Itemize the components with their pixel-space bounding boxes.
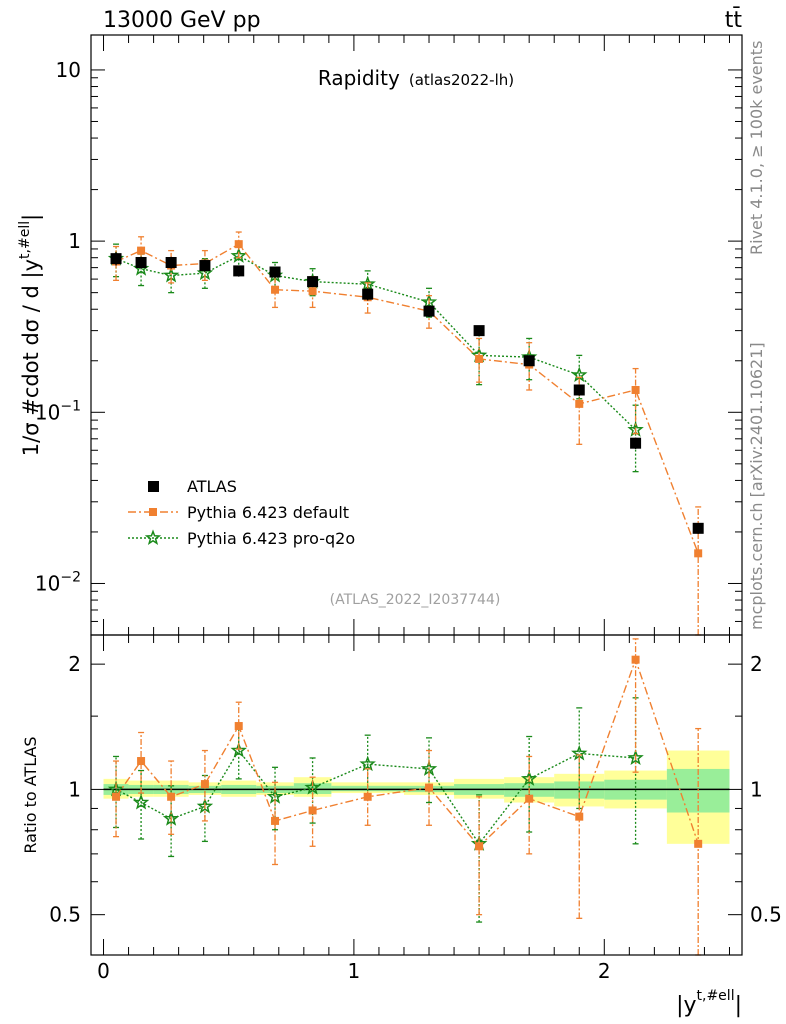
main-y-tick-label-exp: −1 [60,398,81,414]
ratio-pro-q2o-point [571,744,588,761]
pro-q2o-line [115,255,637,431]
legend-label-pythia-pro-q2o: Pythia 6.423 pro-q2o [187,529,355,548]
pythia-default-point [575,399,584,408]
ratio-pythia-default-point [631,655,640,664]
legend-marker-pythia-default [149,508,157,516]
main-y-axis-label-sup: t,#ell [17,221,33,259]
x-axis-label-end: | [735,993,742,1018]
x-axis-label: |yt,#ell| [676,988,742,1018]
header-process-label: tt̄ [725,7,743,33]
ratio-pythia-default-point [363,792,372,801]
atlas-point [473,325,485,337]
ratio-pythia-default-line [115,657,699,848]
pythia-default-point [271,285,280,294]
plot-title-group: Rapidity (atlas2022-lh) [318,66,514,90]
main-y-tick-label: 10 [56,58,81,82]
ratio-data-layer [107,638,703,956]
pro-q2o-point [420,293,438,310]
header-energy-label: 13000 GeV pp [103,8,261,33]
legend-label-pythia-default: Pythia 6.423 default [187,503,349,522]
main-y-tick-label-exp: −2 [60,569,81,585]
pythia-default-point [475,354,484,363]
atlas-point [135,257,147,269]
atlas-point [165,257,177,269]
ratio-pythia-default-point [575,812,584,821]
legend-marker-pythia-pro-q2o [144,529,162,545]
ratio-pythia-default-point [525,794,534,803]
ratio-pythia-default-point [475,842,484,851]
main-y-tick-label: 10−1 [35,398,81,424]
atlas-point [523,355,535,367]
ratio-pythia-default-point [425,783,434,792]
x-axis-label-text: |y [676,993,696,1018]
rivet-version-label: Rivet 4.1.0, ≥ 100k events [747,41,766,255]
plot-title: Rapidity [318,66,400,90]
pythia-default-point [234,240,243,249]
plot-subtitle: (atlas2022-lh) [409,71,514,89]
analysis-watermark: (ATLAS_2022_I2037744) [330,592,501,608]
ratio-pythia-default-point [271,816,280,825]
atlas-point [110,253,122,265]
atlas-point [573,384,585,396]
ratio-pro-q2o-point [627,749,644,765]
pythia-default-point [308,287,317,296]
atlas-point [269,266,281,278]
legend: ATLAS Pythia 6.423 default Pythia 6.423 … [128,477,355,548]
atlas-point [199,260,211,272]
pythia-default-point [631,385,640,394]
ratio-pythia-default-point [234,722,243,731]
pythia-default-line [115,243,699,554]
pythia-default-point [137,246,146,255]
main-y-tick-label: 1 [68,229,81,253]
ratio-axes: 0 1 2 2 2 1 1 0.5 0.5 [49,652,782,983]
ratio-y-tick-label-right: 2 [750,652,763,676]
ratio-pythia-default-point [308,806,317,815]
ratio-pro-q2o-point [230,741,247,758]
x-tick-label: 0 [97,959,110,983]
main-y-tick-label: 10−2 [35,569,81,595]
main-y-axis-label-text: 1/σ #cdot dσ / d |y [19,259,44,456]
ratio-pro-q2o-point [359,755,376,772]
ratio-y-tick-label: 2 [68,652,81,676]
main-y-tick-label-base: 10 [35,571,60,595]
ratio-y-tick-label: 1 [68,777,81,801]
atlas-point [692,522,704,534]
main-y-tick-label-base: 10 [35,400,60,424]
ratio-y-tick-label-right: 0.5 [750,903,782,927]
ratio-y-tick-label-right: 1 [750,777,763,801]
ratio-pythia-default-point [167,792,176,801]
mcplots-site-label: mcplots.cern.ch [arXiv:2401.10621] [747,342,766,630]
ratio-pythia-default-point [694,839,703,848]
pro-q2o-point [230,247,247,263]
ratio-y-tick-label: 0.5 [49,903,81,927]
legend-marker-atlas [148,481,159,492]
pythia-default-point [694,549,703,558]
main-data-layer [107,231,704,636]
ratio-plot-frame [90,634,743,956]
atlas-point [423,305,435,317]
ratio-pro-q2o-point [196,797,214,814]
x-tick-label: 1 [348,959,361,983]
ratio-pro-q2o-point [132,793,150,810]
main-y-axis-label-end: | [19,214,44,221]
x-axis-label-sup: t,#ell [697,988,735,1004]
atlas-point [630,437,642,449]
atlas-point [307,276,319,288]
main-y-axis-label: 1/σ #cdot dσ / d |yt,#ell| [17,214,44,456]
ratio-pro-q2o-line [115,749,636,846]
ratio-pythia-default-point [137,757,146,766]
ratio-pythia-default-point [200,780,209,789]
atlas-point [233,265,245,277]
ratio-pro-q2o-point [304,778,321,795]
x-tick-label: 2 [598,959,611,983]
atlas-point [362,288,374,300]
ratio-y-axis-label: Ratio to ATLAS [21,736,40,853]
legend-star-shape [144,529,162,545]
legend-label-atlas: ATLAS [187,477,237,496]
ratio-pythia-default-point [112,792,121,801]
